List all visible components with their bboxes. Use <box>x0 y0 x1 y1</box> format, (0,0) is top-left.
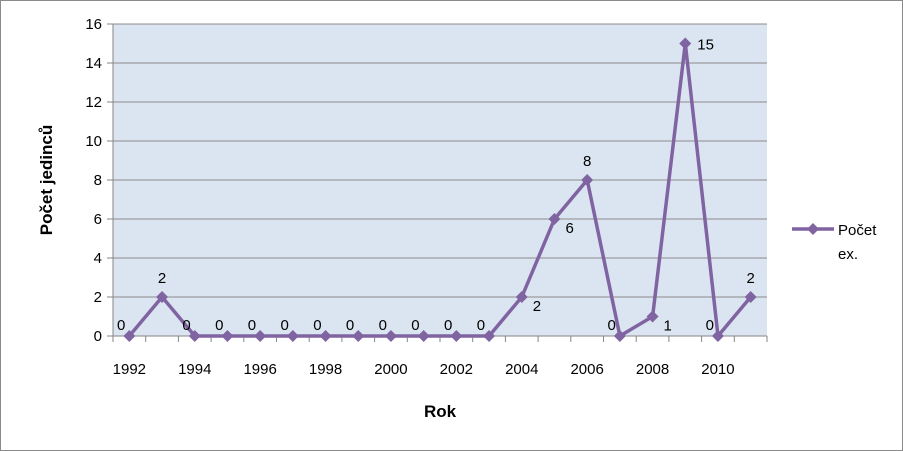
data-label-1999: 0 <box>346 317 354 334</box>
x-tick-label-1998: 1998 <box>309 361 342 378</box>
data-point-2006 <box>581 174 594 186</box>
y-tick-label-6: 6 <box>94 211 102 228</box>
data-point-2003 <box>483 330 496 342</box>
y-tick-label-2: 2 <box>94 289 102 306</box>
data-point-1998 <box>319 330 332 342</box>
data-label-2006: 8 <box>583 153 591 170</box>
data-point-2004 <box>515 291 528 303</box>
data-label-2010: 0 <box>706 317 714 334</box>
data-label-2005: 6 <box>565 220 573 237</box>
y-tick-label-0: 0 <box>94 328 102 345</box>
data-label-2000: 0 <box>379 317 387 334</box>
data-label-1997: 0 <box>281 317 289 334</box>
x-axis-title: Rok <box>424 402 457 421</box>
data-label-2001: 0 <box>411 317 419 334</box>
data-point-2011 <box>744 291 757 303</box>
legend-marker-swatch <box>807 223 819 235</box>
legend-label-line2: ex. <box>838 246 858 263</box>
legend: Počet ex. <box>792 222 877 263</box>
y-tick-label-4: 4 <box>94 250 102 267</box>
data-label-2011: 2 <box>746 270 754 287</box>
data-point-1993 <box>156 291 169 303</box>
data-label-2002: 0 <box>444 317 452 334</box>
y-axis-title: Počet jedinců <box>37 125 56 236</box>
data-label-1994: 0 <box>182 317 190 334</box>
data-label-2009: 15 <box>697 37 714 54</box>
data-point-2000 <box>384 330 397 342</box>
data-point-2002 <box>450 330 463 342</box>
data-point-1999 <box>352 330 365 342</box>
y-tick-label-12: 12 <box>85 94 102 111</box>
x-tick-label-2010: 2010 <box>701 361 734 378</box>
data-label-1996: 0 <box>248 317 256 334</box>
data-label-2008: 1 <box>664 318 672 335</box>
x-tick-label-2002: 2002 <box>440 361 473 378</box>
data-point-2008 <box>646 310 659 323</box>
y-tick-label-10: 10 <box>85 133 102 150</box>
x-tick-label-1992: 1992 <box>113 361 146 378</box>
y-tick-label-14: 14 <box>85 55 102 72</box>
x-tick-label-2008: 2008 <box>636 361 669 378</box>
data-point-2009 <box>679 37 692 50</box>
data-point-2010 <box>711 330 724 342</box>
data-point-1994 <box>188 330 201 342</box>
data-label-2007: 0 <box>608 317 616 334</box>
legend-label-line1: Počet <box>838 222 877 239</box>
y-tick-label-8: 8 <box>94 172 102 189</box>
data-label-1995: 0 <box>215 317 223 334</box>
x-tick-label-1994: 1994 <box>178 361 211 378</box>
y-tick-label-16: 16 <box>85 16 102 33</box>
data-point-2005 <box>548 213 561 225</box>
x-tick-label-1996: 1996 <box>243 361 276 378</box>
data-point-1995 <box>221 330 234 342</box>
data-point-2007 <box>613 330 626 342</box>
x-tick-label-2006: 2006 <box>570 361 603 378</box>
data-label-2003: 0 <box>477 317 485 334</box>
x-tick-label-2000: 2000 <box>374 361 407 378</box>
data-label-2004: 2 <box>533 298 541 315</box>
data-label-1993: 2 <box>158 270 166 287</box>
x-tick-label-2004: 2004 <box>505 361 538 378</box>
data-point-1997 <box>286 330 299 342</box>
data-point-1992 <box>123 330 136 342</box>
data-label-1998: 0 <box>313 317 321 334</box>
data-label-1992: 0 <box>117 317 125 334</box>
data-point-1996 <box>254 330 267 342</box>
data-point-2001 <box>417 330 430 342</box>
